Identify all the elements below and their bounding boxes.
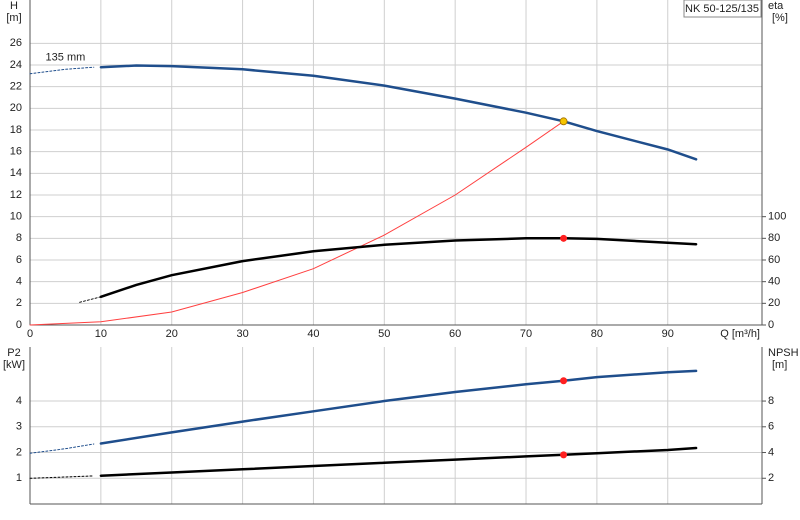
x-axis-label: Q [m³/h] <box>720 328 760 340</box>
x-tick-label: 80 <box>591 328 603 340</box>
curve <box>79 296 102 303</box>
y-tick-label: 4 <box>16 276 22 288</box>
y-tick-label: 1 <box>16 472 22 484</box>
y-tick-label: 0 <box>16 319 22 331</box>
y2-axis-label: eta <box>768 0 784 12</box>
y-tick-label: 10 <box>10 211 22 223</box>
y2-tick-label: 100 <box>768 211 786 223</box>
y-axis-label: [kW] <box>3 359 25 371</box>
title-box <box>683 0 762 18</box>
x-tick-label: 50 <box>378 328 390 340</box>
y2-axis-label: [%] <box>772 12 788 24</box>
y-tick-label: 3 <box>16 421 22 433</box>
y-tick-label: 24 <box>10 59 22 71</box>
y2-tick-label: 2 <box>768 472 774 484</box>
y2-tick-label: 80 <box>768 232 780 244</box>
y2-axis-label: [m] <box>772 359 787 371</box>
chart-title: NK 50-125/135 <box>685 3 759 15</box>
y-tick-label: 8 <box>16 232 22 244</box>
y2-tick-label: 4 <box>768 446 774 458</box>
plot-area <box>30 0 762 325</box>
curve <box>99 369 698 445</box>
curve <box>29 443 95 454</box>
y-tick-label: 4 <box>16 395 22 407</box>
y-axis-label: H <box>10 0 18 12</box>
duty-point <box>559 117 568 126</box>
y2-tick-label: 40 <box>768 276 780 288</box>
duty-point <box>560 234 568 242</box>
x-tick-label: 90 <box>662 328 674 340</box>
x-tick-label: 10 <box>95 328 107 340</box>
curve <box>99 237 698 299</box>
y2-tick-label: 60 <box>768 254 780 266</box>
curve <box>29 66 95 75</box>
y2-axis-label: NPSH <box>768 347 799 359</box>
x-tick-label: 40 <box>307 328 319 340</box>
curve <box>29 120 565 326</box>
x-tick-label: 20 <box>166 328 178 340</box>
duty-point <box>560 377 568 385</box>
y-axis-label: [m] <box>6 12 21 24</box>
x-tick-label: 30 <box>236 328 248 340</box>
y-tick-label: 18 <box>10 124 22 136</box>
x-tick-label: 70 <box>520 328 532 340</box>
y-tick-label: 2 <box>16 446 22 458</box>
y-tick-label: 26 <box>10 37 22 49</box>
y-axis-label: P2 <box>7 347 20 359</box>
curve <box>99 64 698 161</box>
x-tick-label: 60 <box>449 328 461 340</box>
curve <box>99 446 698 477</box>
annotation: 135 mm <box>46 51 86 63</box>
y2-tick-label: 8 <box>768 395 774 407</box>
plot-area <box>30 347 762 504</box>
y2-tick-label: 20 <box>768 297 780 309</box>
y-tick-label: 22 <box>10 81 22 93</box>
y-tick-label: 12 <box>10 189 22 201</box>
y2-tick-label: 6 <box>768 421 774 433</box>
y-tick-label: 14 <box>10 167 22 179</box>
y-tick-label: 6 <box>16 254 22 266</box>
y-tick-label: 20 <box>10 102 22 114</box>
y-tick-label: 16 <box>10 146 22 158</box>
x-tick-label: 0 <box>27 328 33 340</box>
y-tick-label: 2 <box>16 297 22 309</box>
y2-tick-label: 0 <box>768 319 774 331</box>
duty-point <box>560 451 568 459</box>
curve <box>29 475 95 479</box>
